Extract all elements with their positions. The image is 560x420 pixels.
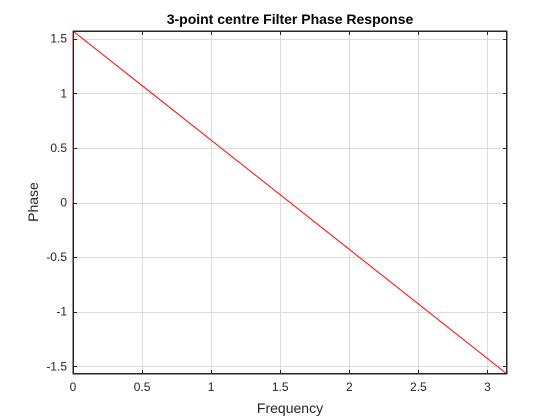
y-tick-label: 1.5 [50,32,67,46]
chart-title: 3-point centre Filter Phase Response [167,11,414,27]
x-tick-label: 3 [484,380,491,394]
y-tick-label: 1 [60,86,67,100]
y-tick-label: 0.5 [50,141,67,155]
y-tick-label: -1.5 [46,359,67,373]
x-tick-label: 0.5 [134,380,151,394]
x-tick-label: 1.5 [272,380,289,394]
y-axis-label: Phase [25,182,41,222]
grid-lines [73,31,507,374]
x-tick-label: 1 [208,380,215,394]
y-tick-label: -1 [56,305,67,319]
y-tick-label: 0 [60,196,67,210]
x-axis-label: Frequency [257,400,323,416]
x-tick-label: 0 [70,380,77,394]
x-tick-label: 2 [346,380,353,394]
x-tick-label: 2.5 [410,380,427,394]
axes: 0 0.5 1 1.5 2 2.5 3 -1.5 -1 -0.5 0 0.5 1 1.5 [46,31,507,394]
plot-border [73,31,507,374]
y-tick-label: -0.5 [46,250,67,264]
